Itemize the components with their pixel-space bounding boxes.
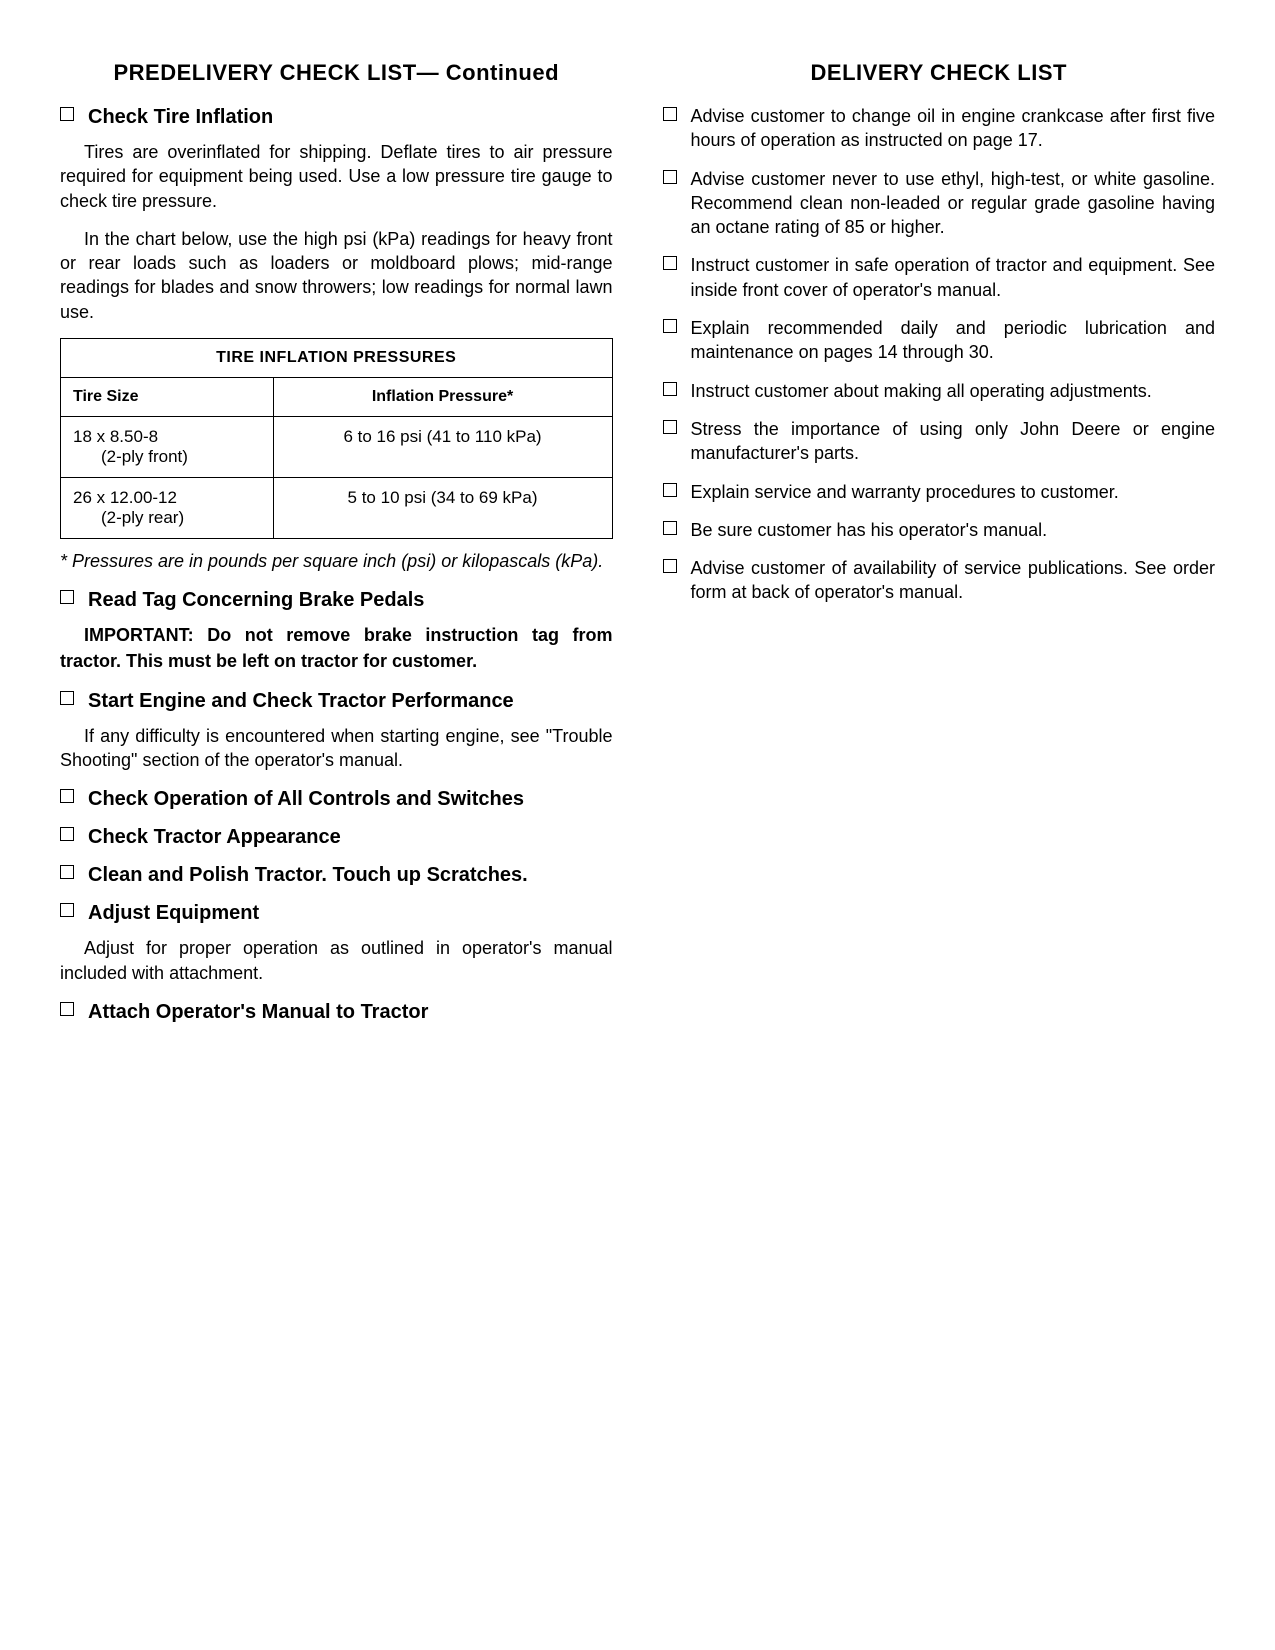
paragraph: In the chart below, use the high psi (kP… [60, 227, 613, 324]
table-cell-size: 26 x 12.00-12 (2-ply rear) [61, 478, 274, 539]
checkbox-icon[interactable] [60, 590, 74, 604]
delivery-text: Instruct customer about making all opera… [691, 379, 1152, 403]
delivery-item: Explain recommended daily and periodic l… [663, 316, 1216, 365]
check-item-brake-tag: Read Tag Concerning Brake Pedals [60, 587, 613, 613]
paragraph: Tires are overinflated for shipping. Def… [60, 140, 613, 213]
delivery-text: Stress the importance of using only John… [691, 417, 1216, 466]
left-column: PREDELIVERY CHECK LIST— Continued Check … [60, 60, 613, 1590]
checkbox-icon[interactable] [60, 827, 74, 841]
table-header-row: Tire Size Inflation Pressure* [61, 378, 613, 417]
check-heading: Check Tractor Appearance [88, 824, 341, 850]
paragraph: If any difficulty is encountered when st… [60, 724, 613, 773]
tire-size-main: 18 x 8.50-8 [73, 427, 158, 446]
delivery-item: Advise customer never to use ethyl, high… [663, 167, 1216, 240]
important-paragraph: IMPORTANT: Do not remove brake instructi… [60, 623, 613, 673]
delivery-item: Instruct customer about making all opera… [663, 379, 1216, 403]
checkbox-icon[interactable] [663, 420, 677, 434]
check-item-attach-manual: Attach Operator's Manual to Tractor [60, 999, 613, 1025]
tire-size-main: 26 x 12.00-12 [73, 488, 177, 507]
delivery-text: Explain service and warranty procedures … [691, 480, 1119, 504]
predelivery-title: PREDELIVERY CHECK LIST— Continued [60, 60, 613, 86]
check-heading: Clean and Polish Tractor. Touch up Scrat… [88, 862, 528, 888]
checkbox-icon[interactable] [60, 903, 74, 917]
checkbox-icon[interactable] [60, 691, 74, 705]
delivery-text: Explain recommended daily and periodic l… [691, 316, 1216, 365]
table-cell-size: 18 x 8.50-8 (2-ply front) [61, 417, 274, 478]
delivery-item: Advise customer to change oil in engine … [663, 104, 1216, 153]
checkbox-icon[interactable] [663, 483, 677, 497]
delivery-text: Instruct customer in safe operation of t… [691, 253, 1216, 302]
right-column: DELIVERY CHECK LIST Advise customer to c… [663, 60, 1216, 1590]
paragraph: Adjust for proper operation as outlined … [60, 936, 613, 985]
checkbox-icon[interactable] [60, 1002, 74, 1016]
checkbox-icon[interactable] [60, 789, 74, 803]
delivery-text: Advise customer never to use ethyl, high… [691, 167, 1216, 240]
check-item-start-engine: Start Engine and Check Tractor Performan… [60, 688, 613, 714]
table-header-pressure: Inflation Pressure* [273, 378, 612, 417]
check-heading: Attach Operator's Manual to Tractor [88, 999, 428, 1025]
check-item-adjust-equipment: Adjust Equipment [60, 900, 613, 926]
check-item-clean-polish: Clean and Polish Tractor. Touch up Scrat… [60, 862, 613, 888]
checkbox-icon[interactable] [663, 256, 677, 270]
check-heading: Check Operation of All Controls and Swit… [88, 786, 524, 812]
delivery-text: Advise customer to change oil in engine … [691, 104, 1216, 153]
delivery-text: Be sure customer has his operator's manu… [691, 518, 1048, 542]
table-row: 26 x 12.00-12 (2-ply rear) 5 to 10 psi (… [61, 478, 613, 539]
checkbox-icon[interactable] [60, 865, 74, 879]
check-heading: Read Tag Concerning Brake Pedals [88, 587, 424, 613]
checkbox-icon[interactable] [663, 559, 677, 573]
checkbox-icon[interactable] [663, 382, 677, 396]
check-item-controls: Check Operation of All Controls and Swit… [60, 786, 613, 812]
check-heading: Start Engine and Check Tractor Performan… [88, 688, 514, 714]
check-heading: Adjust Equipment [88, 900, 259, 926]
delivery-title: DELIVERY CHECK LIST [663, 60, 1216, 86]
delivery-item: Instruct customer in safe operation of t… [663, 253, 1216, 302]
check-item-tire-inflation: Check Tire Inflation [60, 104, 613, 130]
tire-size-sub: (2-ply front) [73, 447, 261, 467]
table-cell-pressure: 6 to 16 psi (41 to 110 kPa) [273, 417, 612, 478]
page: PREDELIVERY CHECK LIST— Continued Check … [0, 0, 1275, 1650]
delivery-text: Advise customer of availability of servi… [691, 556, 1216, 605]
table-header-size: Tire Size [61, 378, 274, 417]
check-item-appearance: Check Tractor Appearance [60, 824, 613, 850]
checkbox-icon[interactable] [663, 521, 677, 535]
tire-pressure-table: TIRE INFLATION PRESSURES Tire Size Infla… [60, 338, 613, 539]
delivery-item: Advise customer of availability of servi… [663, 556, 1216, 605]
delivery-item: Stress the importance of using only John… [663, 417, 1216, 466]
delivery-item: Be sure customer has his operator's manu… [663, 518, 1216, 542]
delivery-item: Explain service and warranty procedures … [663, 480, 1216, 504]
table-footnote: * Pressures are in pounds per square inc… [60, 549, 613, 573]
tire-size-sub: (2-ply rear) [73, 508, 261, 528]
table-cell-pressure: 5 to 10 psi (34 to 69 kPa) [273, 478, 612, 539]
table-title-row: TIRE INFLATION PRESSURES [61, 339, 613, 378]
table-title: TIRE INFLATION PRESSURES [61, 339, 613, 378]
table-row: 18 x 8.50-8 (2-ply front) 6 to 16 psi (4… [61, 417, 613, 478]
check-heading: Check Tire Inflation [88, 104, 273, 130]
checkbox-icon[interactable] [663, 107, 677, 121]
checkbox-icon[interactable] [663, 170, 677, 184]
checkbox-icon[interactable] [60, 107, 74, 121]
checkbox-icon[interactable] [663, 319, 677, 333]
